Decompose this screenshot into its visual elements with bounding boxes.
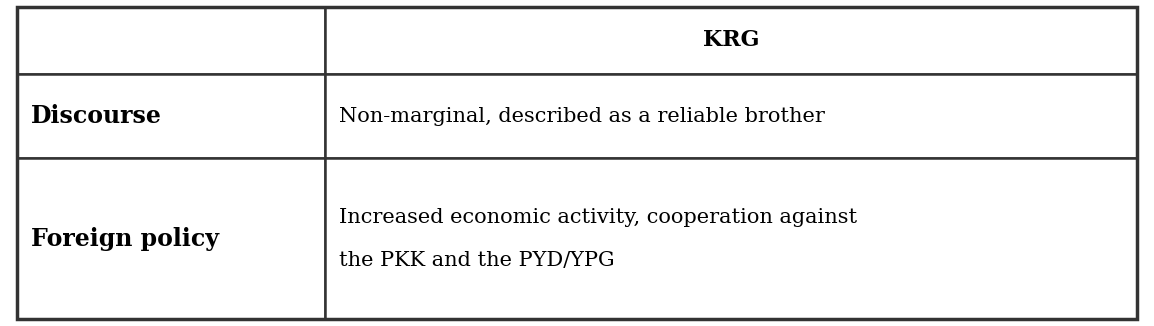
Bar xyxy=(325,74,1137,158)
Bar xyxy=(17,74,325,158)
Bar xyxy=(325,7,1137,74)
Text: KRG: KRG xyxy=(703,29,759,51)
Bar xyxy=(17,158,325,319)
Text: the PKK and the PYD/YPG: the PKK and the PYD/YPG xyxy=(339,251,615,270)
Text: Non-marginal, described as a reliable brother: Non-marginal, described as a reliable br… xyxy=(339,107,825,126)
Text: Foreign policy: Foreign policy xyxy=(31,227,219,251)
Bar xyxy=(325,158,1137,319)
Text: Discourse: Discourse xyxy=(31,104,162,128)
Text: Increased economic activity, cooperation against: Increased economic activity, cooperation… xyxy=(339,208,857,227)
Bar xyxy=(17,7,325,74)
